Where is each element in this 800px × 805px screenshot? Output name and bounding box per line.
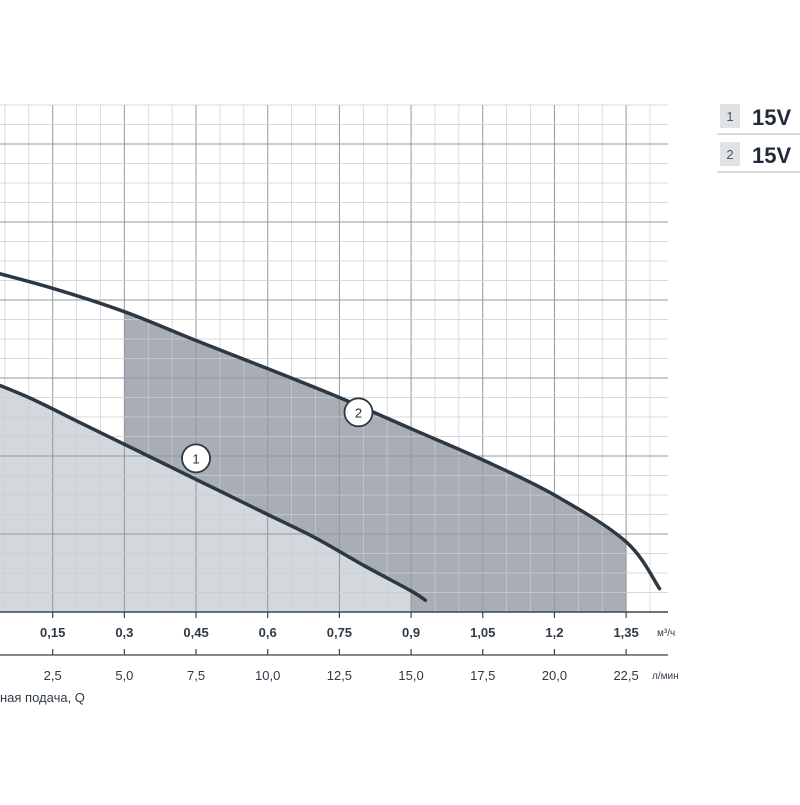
x-tick-label-lmin: 17,5 — [470, 668, 495, 683]
legend-label-2: 15V — [752, 143, 791, 168]
legend-number-box — [720, 104, 740, 128]
x-tick-label-lmin: 15,0 — [398, 668, 423, 683]
x-tick-label-m3: 0,6 — [259, 625, 277, 640]
legend-number-1: 1 — [726, 109, 733, 124]
series-marker-1 — [181, 443, 211, 474]
x-tick-label-m3: 0,75 — [327, 625, 352, 640]
x-tick-label-m3: 1,35 — [613, 625, 638, 640]
series-line-1 — [0, 383, 428, 603]
legend-number-box — [720, 142, 740, 166]
x-tick-label-lmin: 10,0 — [255, 668, 280, 683]
legend-label-1: 15V — [752, 105, 791, 130]
x-tick-label-m3: 1,2 — [545, 625, 563, 640]
x-tick-label-lmin: 2,5 — [44, 668, 62, 683]
grid — [0, 104, 668, 613]
x-tick-label-m3: 1,05 — [470, 625, 495, 640]
legend-number-2: 2 — [726, 147, 733, 162]
shaded-regions — [0, 311, 627, 612]
x-tick-label-lmin: 5,0 — [115, 668, 133, 683]
x-tick-label-lmin: 12,5 — [327, 668, 352, 683]
series-marker-2 — [343, 397, 374, 428]
series-line-2 — [0, 272, 662, 591]
x-axis-title: ная подача, Q — [0, 690, 85, 705]
axes: 0,15 0,3 0,45 0,6 0,75 0,9 1,05 1,2 1,35 м³/ч 2,5 5… — [0, 611, 679, 705]
x-tick-label-lmin: 22,5 — [613, 668, 638, 683]
shaded-region-1 — [0, 385, 412, 612]
series-marker-label-1: 1 — [192, 451, 199, 466]
x-tick-label-m3: 0,9 — [402, 625, 420, 640]
x-tick-label-m3: 0,45 — [183, 625, 208, 640]
legend: 1 15V 2 15V — [717, 104, 800, 173]
x-tick-label-lmin: 20,0 — [542, 668, 567, 683]
series-markers: 12 — [181, 397, 374, 474]
x-unit-m3: м³/ч — [657, 628, 675, 639]
x-tick-label-lmin: 7,5 — [187, 668, 205, 683]
x-unit-lmin: л/мин — [652, 671, 679, 682]
x-tick-label-m3: 0,3 — [115, 625, 133, 640]
x-tick-label-m3: 0,15 — [40, 625, 65, 640]
series-lines — [0, 272, 662, 603]
series-marker-label-2: 2 — [355, 405, 362, 420]
